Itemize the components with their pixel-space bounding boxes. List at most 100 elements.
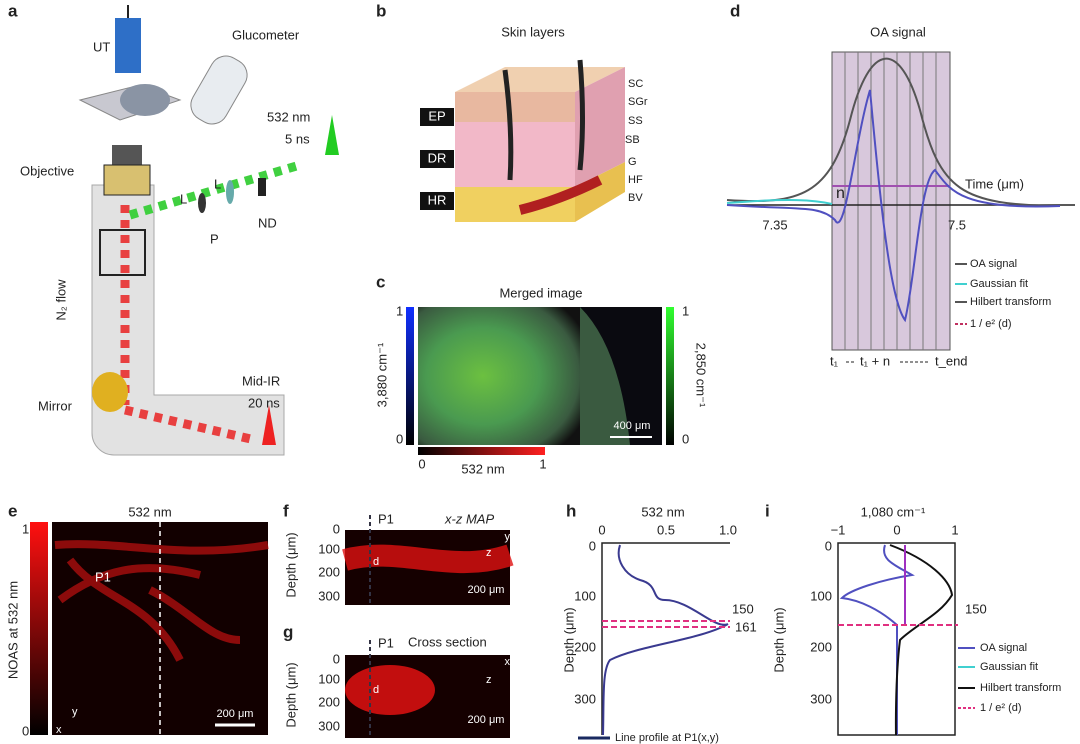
label: SB xyxy=(625,134,640,146)
label: 1 / e² (d) xyxy=(970,318,1012,330)
label: P xyxy=(210,231,219,246)
shape xyxy=(726,57,1061,207)
shape xyxy=(418,447,545,455)
label: x xyxy=(56,724,62,736)
label: 300 xyxy=(574,691,596,706)
label: 161 xyxy=(735,619,757,634)
label: G xyxy=(628,156,637,168)
label: 300 xyxy=(318,588,340,603)
shape xyxy=(420,108,454,126)
label: Depth (μm) xyxy=(283,532,298,597)
shape xyxy=(726,89,1061,323)
shape xyxy=(198,193,206,213)
panel-g: g P1 Cross section Depth (μm) 0 100 200 30… xyxy=(283,622,511,738)
label: OA signal xyxy=(970,258,1017,270)
label: 532 nm xyxy=(267,109,310,124)
label: 200 μm xyxy=(468,584,505,596)
label: Depth (μm) xyxy=(283,662,298,727)
label: 200 xyxy=(318,694,340,709)
shape xyxy=(420,150,454,168)
shape xyxy=(112,145,142,165)
label: x-z MAP xyxy=(444,511,494,526)
shape xyxy=(518,175,603,215)
shape xyxy=(262,405,276,445)
panel-f: f P1 x-z MAP Depth (μm) 0 100 200 300 d y z… xyxy=(283,501,514,605)
label: 1.0 xyxy=(719,522,737,537)
label: 0 xyxy=(893,522,900,537)
shape xyxy=(91,184,285,456)
panel-a: a UT Glucometer 532 nm 5 ns Objective L … xyxy=(8,1,339,456)
label: 0 xyxy=(682,431,689,446)
shape xyxy=(455,187,575,222)
label: i xyxy=(765,501,770,520)
label: 200 xyxy=(574,639,596,654)
label: P1 xyxy=(95,569,111,584)
label: 200 μm xyxy=(217,708,254,720)
label: Cross section xyxy=(408,634,487,649)
shape xyxy=(342,544,514,574)
shape xyxy=(580,307,630,445)
label: 300 xyxy=(810,691,832,706)
panel-c: c Merged image 1 0 3,880 cm⁻¹ 1 0 2,850 cm… xyxy=(374,272,708,476)
label: 100 xyxy=(318,541,340,556)
shape xyxy=(120,84,170,116)
label: 5 ns xyxy=(285,131,310,146)
shape xyxy=(115,18,141,73)
label: SC xyxy=(628,78,643,90)
label: Merged image xyxy=(499,285,582,300)
label: Glucometer xyxy=(232,27,300,42)
label: 0 xyxy=(598,522,605,537)
label: SGr xyxy=(628,96,648,108)
shape xyxy=(54,540,269,662)
shape xyxy=(92,372,128,412)
shape xyxy=(190,55,248,125)
label: N₂ flow xyxy=(53,279,68,321)
label: z xyxy=(486,547,492,559)
label: 150 xyxy=(732,601,754,616)
label: 150 xyxy=(965,601,987,616)
label: y xyxy=(72,706,78,718)
label: x xyxy=(505,656,511,668)
shape xyxy=(666,307,674,445)
label: Hilbert transform xyxy=(970,296,1051,308)
label: 532 nm xyxy=(461,461,504,476)
shape xyxy=(99,229,146,276)
shape xyxy=(601,542,730,735)
label: Hilbert transform xyxy=(980,682,1061,694)
shape xyxy=(420,192,454,210)
label: 300 xyxy=(318,718,340,733)
label: 1 xyxy=(682,303,689,318)
shape xyxy=(120,205,257,445)
label: BV xyxy=(628,192,643,204)
shape xyxy=(831,51,951,351)
label: e xyxy=(8,501,17,520)
label: 0 xyxy=(825,538,832,553)
label: EP xyxy=(428,108,445,123)
shape xyxy=(502,69,514,181)
shape xyxy=(325,115,339,155)
label: 1,080 cm⁻¹ xyxy=(861,504,926,519)
label: c xyxy=(376,272,385,291)
label: Gaussian fit xyxy=(980,661,1038,673)
label: Depth (μm) xyxy=(771,607,786,672)
label: P1 xyxy=(378,635,394,650)
label: 1 xyxy=(539,456,546,471)
label: 2,850 cm⁻¹ xyxy=(694,343,709,408)
panel-d: d OA signal Time (μm) 7.35 7.5 n OA sign… xyxy=(726,1,1075,368)
label: 3,880 cm⁻¹ xyxy=(374,342,389,407)
label: Mid-IR xyxy=(242,373,280,388)
label: 0 xyxy=(418,456,425,471)
label: 7.5 xyxy=(948,217,966,232)
shape xyxy=(418,307,580,445)
label: 1 / e² (d) xyxy=(980,702,1022,714)
label: 0.5 xyxy=(657,522,675,537)
label: OA signal xyxy=(870,24,926,39)
label: 100 xyxy=(318,671,340,686)
label: d xyxy=(730,1,740,20)
label: n xyxy=(836,185,845,202)
label: 20 ns xyxy=(248,395,280,410)
label: h xyxy=(566,501,576,520)
panel-e: e 532 nm 1 0 NOAS at 532 nm P1 yx 200 μm xyxy=(5,501,269,738)
